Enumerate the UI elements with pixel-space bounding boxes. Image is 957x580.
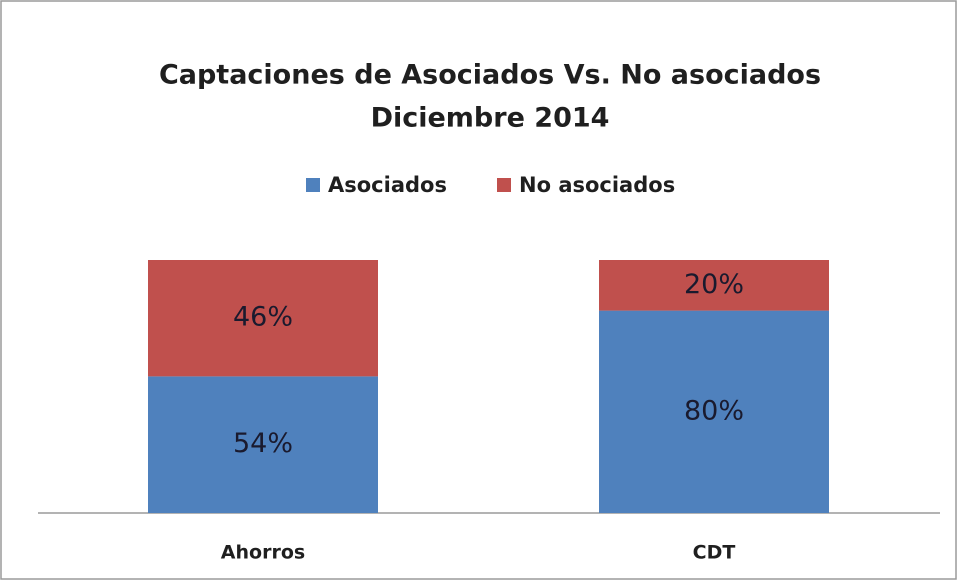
x-tick-label: CDT [693,542,736,564]
data-label: 80% [684,395,744,426]
chart-subtitle: Diciembre 2014 [371,103,610,134]
data-label: 46% [233,302,293,333]
legend-swatch [497,178,511,192]
data-label: 20% [684,269,744,300]
chart-title: Captaciones de Asociados Vs. No asociado… [159,60,821,91]
bar-segment [148,376,378,513]
legend-label: No asociados [519,173,675,197]
bar-segment [599,310,829,513]
bar-segment [599,260,829,311]
legend-label: Asociados [328,173,447,197]
bar-segment [148,260,378,377]
x-tick-label: Ahorros [221,542,305,564]
data-label: 54% [233,428,293,459]
legend-swatch [306,178,320,192]
